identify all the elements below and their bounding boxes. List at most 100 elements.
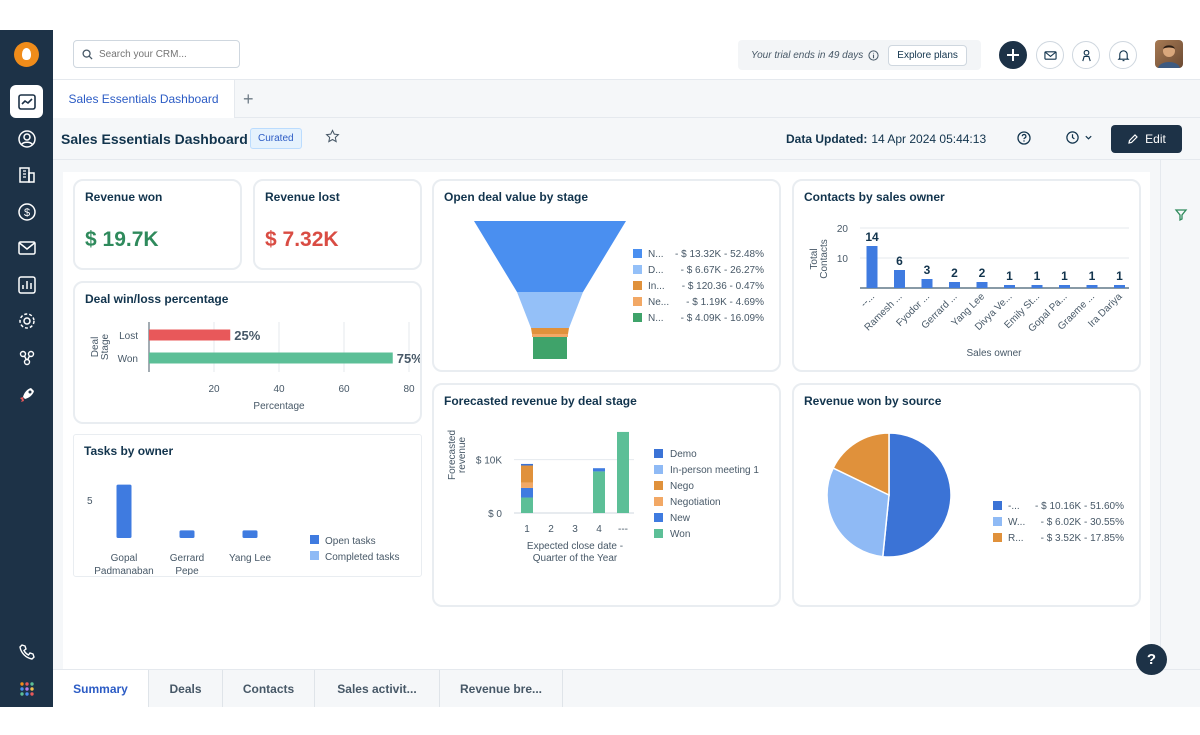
legend-name: D...	[648, 265, 664, 276]
legend-swatch	[310, 535, 319, 544]
y-axis-label: revenue	[457, 436, 468, 473]
settings-icon[interactable]	[10, 304, 43, 337]
y-tick-label: 5	[87, 496, 93, 507]
freddy-ai-button[interactable]	[1072, 41, 1100, 69]
y-tick-label: Lost	[119, 331, 138, 342]
legend-swatch	[633, 297, 642, 306]
x-tick-label: 3	[572, 524, 578, 535]
title-bar: Sales Essentials Dashboard Curated Data …	[53, 118, 1200, 160]
revenue-lost-card[interactable]: Revenue lost $ 7.32K	[253, 179, 422, 270]
revenue-by-source-card[interactable]: Revenue won by source -... - $ 10.16K - 5…	[792, 383, 1141, 607]
mail-icon[interactable]	[10, 231, 43, 264]
data-label: 1	[1006, 269, 1013, 283]
card-title: Deal win/loss percentage	[85, 292, 229, 306]
data-updated: Data Updated: 14 Apr 2024 05:44:13	[786, 132, 986, 146]
y-tick-label: $ 0	[488, 509, 502, 520]
contacts-by-owner-card[interactable]: Contacts by sales owner 10 20 14 --... 6 Rame…	[792, 179, 1141, 372]
open-deal-value-card[interactable]: Open deal value by stage N... - $ 13.32K …	[432, 179, 781, 372]
data-label: 1	[1034, 269, 1041, 283]
legend-value: - $ 3.52K - 17.85%	[1041, 533, 1124, 544]
card-title: Revenue lost	[265, 190, 340, 204]
brand-logo[interactable]	[14, 42, 39, 67]
stack-segment	[521, 487, 533, 498]
tab-summary[interactable]: Summary	[53, 670, 149, 708]
search-icon	[82, 48, 93, 60]
explore-plans-button[interactable]: Explore plans	[888, 44, 967, 66]
legend-label: New	[670, 513, 691, 524]
edit-button[interactable]: Edit	[1111, 125, 1182, 153]
stack-segment	[617, 431, 629, 513]
accounts-icon[interactable]	[10, 158, 43, 191]
tab-contacts[interactable]: Contacts	[223, 670, 315, 708]
phone-icon[interactable]	[10, 635, 43, 668]
refresh-schedule-button[interactable]	[1065, 130, 1093, 145]
data-label: 1	[1089, 269, 1096, 283]
tasks-by-owner-card[interactable]: Tasks by owner 5 Gopal Padmanaban Gerrard Pe…	[73, 434, 422, 577]
bar-contacts	[866, 246, 878, 288]
create-new-button[interactable]	[999, 41, 1027, 69]
legend-value: - $ 120.36 - 0.47%	[682, 281, 764, 292]
tab-sales-essentials[interactable]: Sales Essentials Dashboard	[53, 80, 235, 118]
y-tick-label: 10	[837, 254, 849, 265]
tab-deals[interactable]: Deals	[149, 670, 223, 708]
forecasted-revenue-card[interactable]: Forecasted revenue by deal stage $ 10K $ …	[432, 383, 781, 607]
x-tick-label: Pepe	[175, 566, 199, 575]
stack-segment	[521, 482, 533, 488]
funnel-stage	[532, 334, 568, 337]
legend-value: - $ 1.19K - 4.69%	[686, 297, 764, 308]
deal-win-loss-card[interactable]: Deal win/loss percentage 20 40 60 80 Lost 25%…	[73, 281, 422, 424]
x-axis-label: Sales owner	[966, 348, 1022, 359]
notifications-button[interactable]	[1109, 41, 1137, 69]
data-label: 2	[951, 266, 958, 280]
tab-revenue-breakdown[interactable]: Revenue bre...	[440, 670, 563, 708]
funnel-stage	[531, 328, 569, 334]
user-avatar[interactable]	[1155, 40, 1183, 68]
y-axis-label: Total	[809, 248, 820, 269]
bar-lost	[149, 329, 231, 341]
data-label: 75%	[397, 351, 420, 366]
integrations-icon[interactable]	[10, 341, 43, 374]
legend-name: N...	[648, 313, 664, 324]
reports-icon[interactable]	[10, 268, 43, 301]
help-circle-icon[interactable]	[1016, 130, 1032, 146]
tab-sales-activities[interactable]: Sales activit...	[315, 670, 440, 708]
dashboard-icon[interactable]	[10, 85, 43, 118]
y-axis-label: Contacts	[819, 239, 830, 278]
help-button[interactable]: ?	[1136, 644, 1167, 675]
star-icon[interactable]	[325, 129, 340, 144]
legend-value: - $ 6.02K - 30.55%	[1041, 517, 1124, 528]
legend-name: N...	[648, 249, 664, 260]
contacts-icon[interactable]	[10, 122, 43, 155]
apps-grid-icon[interactable]	[10, 672, 43, 705]
add-tab-button[interactable]: +	[243, 89, 254, 109]
filter-icon[interactable]	[1174, 208, 1188, 222]
card-title: Tasks by owner	[84, 444, 174, 458]
data-updated-label: Data Updated:	[786, 132, 868, 146]
revenue-lost-value: $ 7.32K	[265, 228, 339, 251]
card-title: Forecasted revenue by deal stage	[444, 394, 637, 408]
bar-contacts	[921, 279, 933, 288]
legend-value: - $ 6.67K - 26.27%	[681, 265, 764, 276]
funnel-stage	[474, 221, 626, 292]
sidebar: $	[0, 30, 53, 707]
legend-swatch	[654, 481, 663, 490]
x-tick-label: Gopal	[111, 553, 138, 564]
data-label: 1	[1116, 269, 1123, 283]
legend-swatch	[654, 465, 663, 474]
revenue-won-card[interactable]: Revenue won $ 19.7K	[73, 179, 242, 270]
bottom-margin	[0, 707, 1200, 735]
info-icon[interactable]	[868, 49, 879, 61]
stack-segment	[521, 463, 533, 466]
legend-swatch	[993, 533, 1002, 542]
legend-label: Demo	[670, 449, 697, 460]
legend-name: In...	[648, 281, 665, 292]
bar-contacts	[1086, 285, 1098, 288]
deals-icon[interactable]: $	[10, 195, 43, 228]
search-box[interactable]	[73, 40, 240, 68]
rocket-icon[interactable]	[10, 378, 43, 411]
bar-open-tasks	[242, 530, 258, 538]
email-button[interactable]	[1036, 41, 1064, 69]
search-input[interactable]	[99, 48, 229, 60]
bell-icon	[1117, 49, 1129, 61]
plus-icon	[1007, 49, 1019, 61]
